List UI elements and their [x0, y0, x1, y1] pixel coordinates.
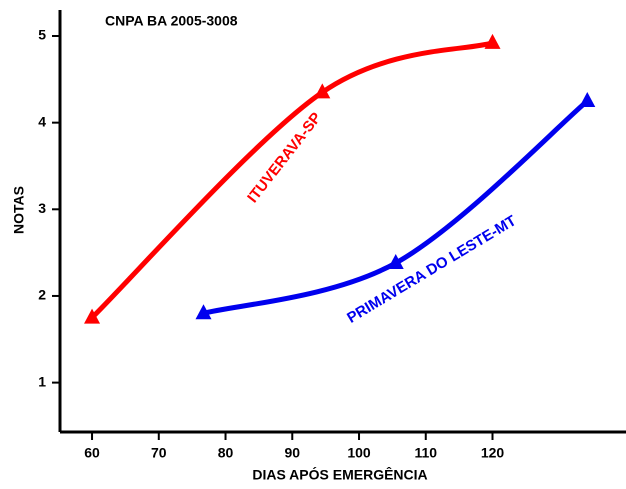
x-tick-label: 90	[284, 445, 300, 461]
y-tick-label: 5	[38, 27, 46, 43]
point-marker	[484, 33, 501, 49]
x-tick-label: 70	[151, 445, 167, 461]
point-marker	[387, 254, 404, 270]
x-tick-label: 100	[347, 445, 371, 461]
y-tick-label: 2	[38, 287, 46, 303]
y-axis-label: NOTAS	[11, 186, 27, 234]
y-tick-label: 4	[38, 113, 46, 129]
point-marker	[195, 304, 212, 320]
x-axis-label: DIAS APÓS EMERGÊNCIA	[252, 466, 427, 483]
point-marker	[579, 91, 596, 107]
point-marker	[84, 308, 101, 324]
x-tick-label: 80	[218, 445, 234, 461]
x-tick-label: 110	[414, 445, 437, 461]
y-tick-label: 1	[38, 373, 46, 389]
series-line	[90, 40, 494, 320]
series-label: PRIMAVERA DO LESTE-MT	[344, 212, 519, 327]
x-tick-label: 120	[481, 445, 505, 461]
point-marker	[314, 83, 331, 99]
chart-title: CNPA BA 2005-3008	[105, 13, 238, 29]
x-tick-label: 60	[84, 445, 100, 461]
y-tick-label: 3	[38, 200, 46, 216]
